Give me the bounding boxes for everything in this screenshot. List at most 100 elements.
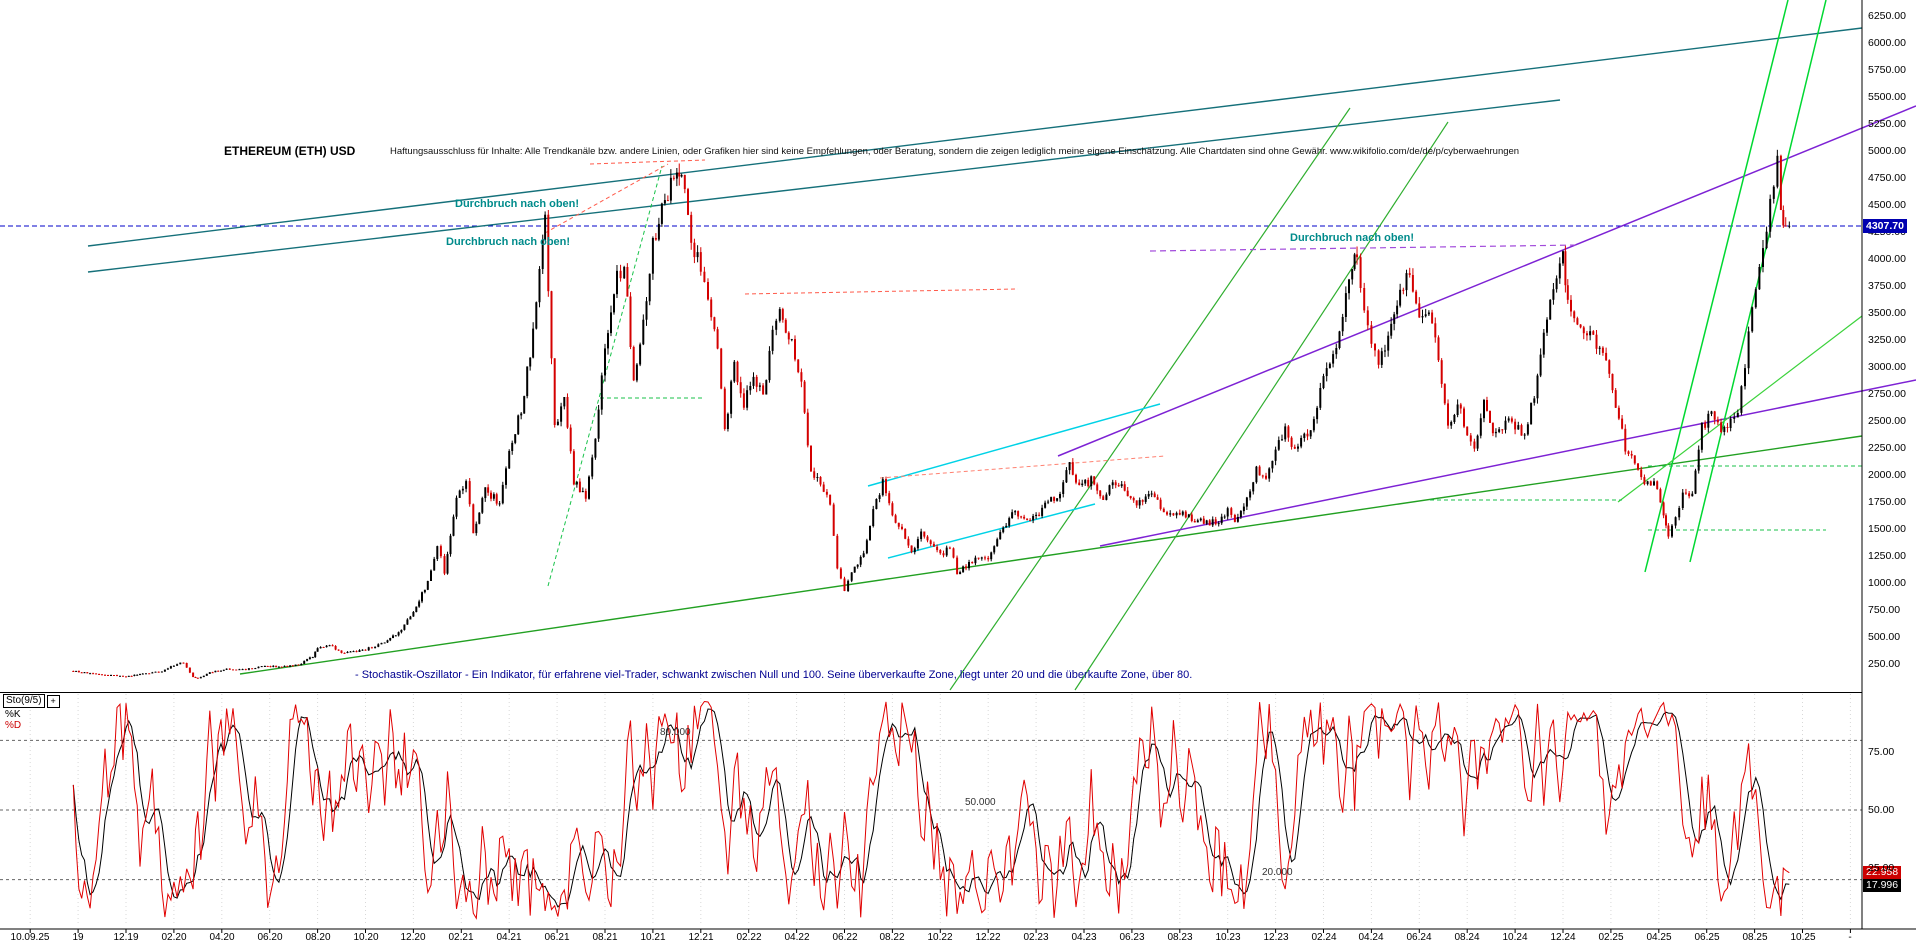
price-axis-label: 3000.00 (1868, 361, 1906, 373)
time-axis-label: 04.20 (209, 932, 235, 943)
teal-channel-upper (87, 27, 1863, 247)
price-axis-label: 3750.00 (1868, 280, 1906, 292)
price-axis-label: 5000.00 (1868, 145, 1906, 157)
time-axis-label: 04.23 (1071, 932, 1097, 943)
time-axis-label: 02.20 (161, 932, 187, 943)
oscillator-axis-label: 75.00 (1868, 746, 1895, 758)
time-axis-label: 10.20 (353, 932, 379, 943)
time-axis-label: 04.22 (784, 932, 810, 943)
price-axis-label: 750.00 (1868, 604, 1901, 616)
green-steep-trend-1 (949, 107, 1351, 691)
chart-title: ETHEREUM (ETH) USD (224, 144, 356, 158)
d-label: %D (5, 720, 22, 731)
price-axis-label: 5750.00 (1868, 64, 1906, 76)
red-dash-mid-diag (879, 455, 1166, 479)
price-axis-label: 3500.00 (1868, 307, 1906, 319)
overlay-lines (0, 0, 1916, 691)
price-axis-label: 3250.00 (1868, 334, 1906, 346)
price-axis-label: 1750.00 (1868, 496, 1906, 508)
time-axis-label: 08.24 (1454, 932, 1480, 943)
price-axis-label: 6000.00 (1868, 37, 1906, 49)
time-axis-label: 06.22 (832, 932, 858, 943)
time-axis-label: 10.23 (1215, 932, 1241, 943)
oscillator-grid (29, 694, 1851, 926)
price-axis-label: 1250.00 (1868, 550, 1906, 562)
time-axis-label: 04.21 (496, 932, 522, 943)
breakout-annotation: Durchbruch nach oben! (1290, 232, 1415, 244)
price-axis-label: 2250.00 (1868, 442, 1906, 454)
time-axis-label: 08.25 (1742, 932, 1768, 943)
time-axis-label: 08.21 (592, 932, 618, 943)
time-axis-label: 10.21 (640, 932, 666, 943)
cyan-channel-2 (887, 503, 1096, 559)
time-axis-label: 02.25 (1598, 932, 1624, 943)
lime-shallow (1617, 315, 1863, 503)
cyan-channel-1 (867, 403, 1161, 487)
disclaimer-text: Haftungsausschluss für Inhalte: Alle Tre… (390, 146, 1520, 157)
breakout-annotation: Durchbruch nach oben! (455, 198, 580, 210)
time-axis-label: 04.24 (1358, 932, 1384, 943)
d-line (72, 708, 1790, 908)
k-value-badge: 22.958 (1863, 866, 1902, 879)
price-axis-label: 1500.00 (1868, 523, 1906, 535)
oscillator-axis-label: 50.00 (1868, 804, 1895, 816)
lime-steep-1 (1644, 0, 1789, 573)
candles (72, 149, 1791, 679)
time-axis-label: 12.24 (1550, 932, 1576, 943)
oscillator-level-label: 80.000 (660, 727, 691, 738)
time-axis-label: 10.09.25 (10, 932, 50, 943)
time-axis-label: 06.20 (257, 932, 283, 943)
k-label: %K (5, 709, 21, 720)
oscillator-level-label: 50.000 (965, 797, 996, 808)
price-axis-label: 250.00 (1868, 658, 1901, 670)
price-axis-label: 5500.00 (1868, 91, 1906, 103)
price-axis-label: 4500.00 (1868, 199, 1906, 211)
red-dash-wedge (544, 163, 669, 234)
violet-trend-2 (1099, 379, 1916, 547)
violet-resistance-dashed (1149, 244, 1581, 252)
price-axis-label: 5250.00 (1868, 118, 1906, 130)
green-steep-trend-2 (1074, 121, 1449, 691)
time-axis-label: 10.25 (1790, 932, 1816, 943)
k-line (72, 700, 1790, 920)
price-axis-label: 1000.00 (1868, 577, 1906, 589)
teal-channel-lower (87, 99, 1561, 273)
price-axis-label: 500.00 (1868, 631, 1901, 643)
time-axis-label: 10.24 (1502, 932, 1528, 943)
oscillator-description: - Stochastik-Oszillator - Ein Indikator,… (355, 669, 1193, 681)
price-axis-label: 2750.00 (1868, 388, 1906, 400)
indicator-header: Sto(9/5) + (3, 694, 60, 708)
red-dash-top (589, 159, 706, 165)
time-axis-label: 06.23 (1119, 932, 1145, 943)
time-axis-label: 06.21 (544, 932, 570, 943)
green-longterm-support (239, 435, 1863, 675)
breakout-annotation: Durchbruch nach oben! (446, 236, 571, 248)
indicator-label[interactable]: Sto(9/5) (3, 694, 45, 708)
time-axis-label: 12.23 (1263, 932, 1289, 943)
stochastic-plot (0, 700, 1862, 920)
time-axis-label: 04.25 (1646, 932, 1672, 943)
time-axis-label: 02.23 (1023, 932, 1049, 943)
time-axis-label: 08.22 (879, 932, 905, 943)
time-axis-label: 06.25 (1694, 932, 1720, 943)
price-axis-label: 4750.00 (1868, 172, 1906, 184)
time-axis-label: 02.21 (448, 932, 474, 943)
violet-trend-1 (1057, 105, 1916, 457)
time-axis-label: 19 (72, 932, 84, 943)
time-axis-label: 02.22 (736, 932, 762, 943)
time-axis-label: 12.22 (975, 932, 1001, 943)
price-axis-label: 2500.00 (1868, 415, 1906, 427)
time-axis-label: 02.24 (1311, 932, 1337, 943)
time-axis-label: 12.19 (113, 932, 139, 943)
time-axis-label: 08.23 (1167, 932, 1193, 943)
current-price-badge: 4307.70 (1863, 219, 1907, 233)
indicator-expand-icon[interactable]: + (46, 694, 60, 708)
oscillator-level-label: 20.000 (1262, 867, 1293, 878)
lime-steep-2 (1689, 0, 1827, 563)
price-axis-label: 4000.00 (1868, 253, 1906, 265)
red-dash-resistance (744, 288, 1019, 295)
oscillator-axis-label: 25.00 (1868, 862, 1895, 874)
